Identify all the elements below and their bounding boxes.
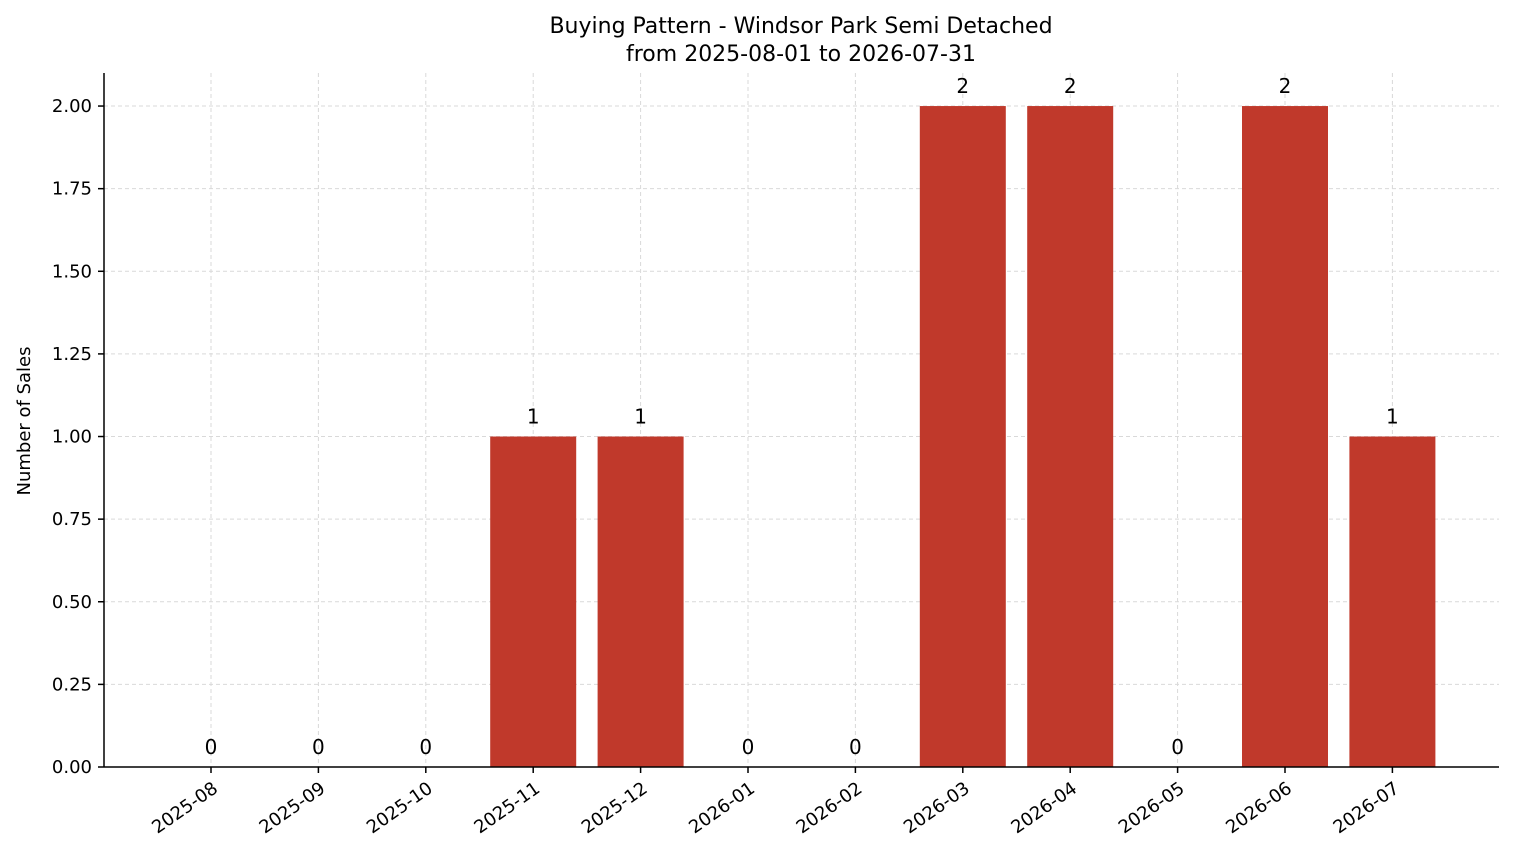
y-tick-label: 1.75 (52, 179, 92, 200)
x-tick-label-2025-12: 2025-12 (578, 778, 652, 838)
x-tick-label-2025-10: 2025-10 (363, 778, 437, 838)
y-tick-label: 2.00 (52, 96, 92, 117)
x-tick-label-2026-06: 2026-06 (1222, 778, 1296, 838)
y-tick-label: 1.25 (52, 344, 92, 365)
y-tick-label: 0.00 (52, 757, 92, 778)
x-tick-label-2025-09: 2025-09 (256, 778, 330, 838)
y-tick-label: 0.50 (52, 592, 92, 613)
data-label-2025-12: 1 (634, 405, 647, 429)
y-ticks: 0.00 0.25 0.50 0.75 1.00 1.25 1.50 1.75 2.00 (52, 96, 104, 778)
x-ticks: 2025-08 2025-09 2025-10 2025-11 2025-12 2026-… (148, 767, 1403, 838)
x-tick-label-2026-07: 2026-07 (1330, 778, 1404, 838)
bar-2026-04 (1027, 106, 1114, 768)
y-tick-label: 0.25 (52, 674, 92, 695)
x-tick-label-2026-02: 2026-02 (793, 778, 867, 838)
data-label-2026-05: 0 (1171, 735, 1184, 759)
data-label-2026-04: 2 (1064, 74, 1077, 98)
chart-title-line2: from 2025-08-01 to 2026-07-31 (626, 42, 976, 67)
data-label-2025-08: 0 (205, 735, 218, 759)
bar-2026-06 (1242, 106, 1328, 768)
data-label-2026-06: 2 (1279, 74, 1292, 98)
y-tick-label: 1.50 (52, 261, 92, 282)
data-label-2026-07: 1 (1386, 405, 1399, 429)
bars (490, 106, 1436, 768)
data-labels: 0 0 0 1 1 0 0 2 2 0 2 1 (205, 74, 1399, 759)
bar-2025-12 (597, 436, 684, 767)
bar-2026-03 (919, 106, 1006, 768)
data-label-2025-10: 0 (419, 735, 432, 759)
x-tick-label-2026-05: 2026-05 (1115, 778, 1189, 838)
bar-2025-11 (490, 436, 577, 767)
data-label-2026-02: 0 (849, 735, 862, 759)
data-label-2025-11: 1 (527, 405, 540, 429)
x-tick-label-2026-04: 2026-04 (1007, 778, 1081, 838)
chart-title-line1: Buying Pattern - Windsor Park Semi Detac… (549, 14, 1052, 39)
y-tick-label: 0.75 (52, 509, 92, 530)
x-tick-label-2026-03: 2026-03 (900, 778, 974, 838)
data-label-2025-09: 0 (312, 735, 325, 759)
bar-2026-07 (1349, 436, 1436, 767)
x-tick-label-2026-01: 2026-01 (685, 778, 759, 838)
x-tick-label-2025-11: 2025-11 (470, 778, 544, 838)
data-label-2026-01: 0 (742, 735, 755, 759)
x-tick-label-2025-08: 2025-08 (148, 778, 222, 838)
y-tick-label: 1.00 (52, 427, 92, 448)
y-axis-label: Number of Sales (14, 346, 35, 495)
data-label-2026-03: 2 (956, 74, 969, 98)
